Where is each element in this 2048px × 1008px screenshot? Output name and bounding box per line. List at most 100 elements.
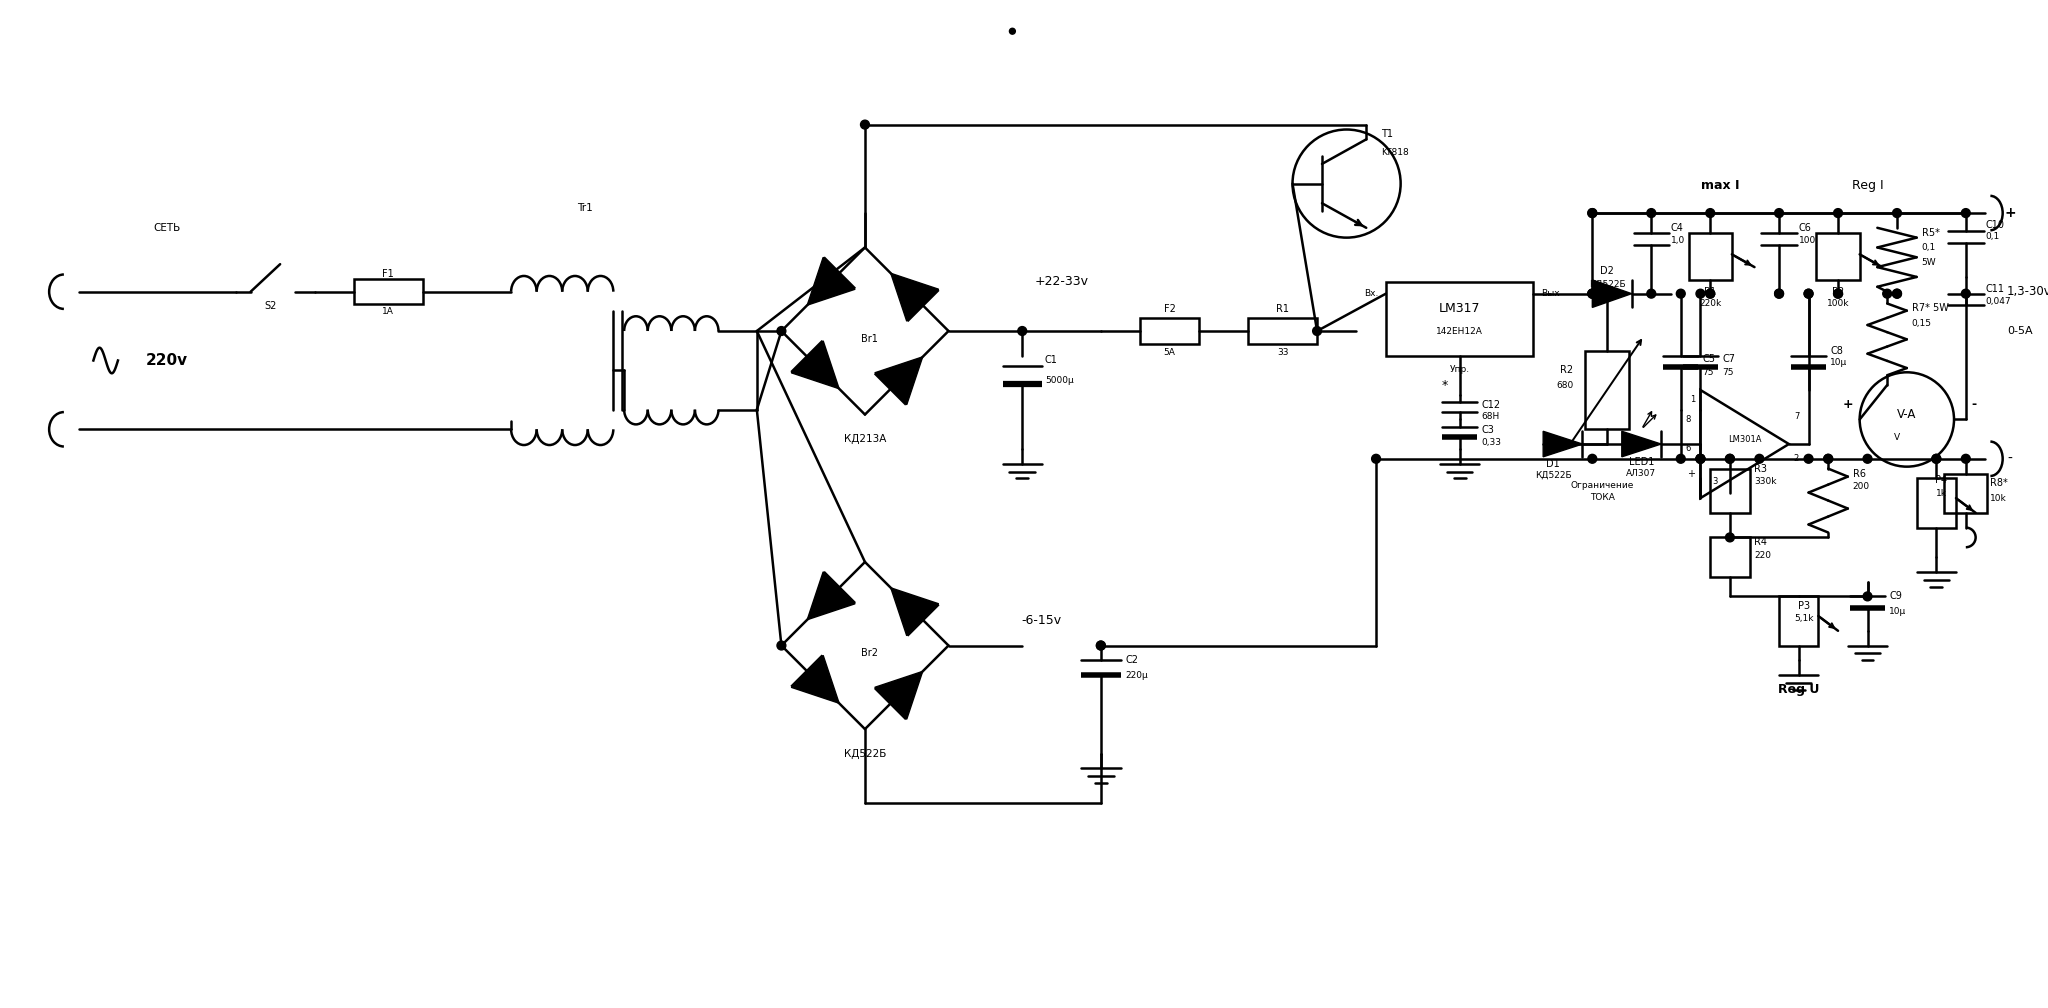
Bar — [1780, 597, 1819, 645]
Circle shape — [1706, 209, 1714, 218]
Text: 10μ: 10μ — [1831, 358, 1847, 367]
Bar — [1249, 319, 1317, 344]
Text: 100k: 100k — [1827, 299, 1849, 308]
Text: D2: D2 — [1599, 266, 1614, 276]
Polygon shape — [891, 273, 938, 322]
Circle shape — [1804, 289, 1812, 298]
Circle shape — [776, 641, 786, 650]
Text: 3: 3 — [1712, 477, 1718, 486]
Circle shape — [1833, 289, 1843, 298]
Circle shape — [1825, 455, 1833, 464]
Circle shape — [1864, 455, 1872, 464]
Text: 10μ: 10μ — [1888, 607, 1907, 616]
Text: 1k: 1k — [1935, 489, 1948, 498]
Circle shape — [1313, 327, 1321, 336]
Circle shape — [1892, 209, 1901, 218]
Text: Tr1: Tr1 — [578, 204, 592, 213]
Text: 220: 220 — [1755, 550, 1772, 559]
Circle shape — [1647, 209, 1655, 218]
Text: R4: R4 — [1755, 537, 1767, 547]
Text: R5*: R5* — [1921, 228, 1939, 238]
Text: 0,15: 0,15 — [1911, 319, 1931, 328]
Text: ТОКА: ТОКА — [1589, 493, 1614, 502]
Circle shape — [1864, 592, 1872, 601]
Text: C9: C9 — [1888, 592, 1903, 602]
Bar — [1585, 351, 1628, 429]
Circle shape — [1696, 455, 1704, 464]
Circle shape — [1706, 289, 1714, 298]
Text: 0,33: 0,33 — [1481, 437, 1501, 447]
Circle shape — [1587, 209, 1597, 218]
Text: 142ЕН12А: 142ЕН12А — [1436, 327, 1483, 336]
Circle shape — [1931, 455, 1942, 464]
Text: R8*: R8* — [1991, 479, 2009, 488]
Circle shape — [1696, 289, 1704, 298]
Text: 7: 7 — [1794, 412, 1800, 421]
Polygon shape — [807, 257, 856, 305]
Text: 5A: 5A — [1163, 348, 1176, 357]
Text: D1: D1 — [1546, 459, 1561, 469]
Circle shape — [1882, 289, 1892, 298]
Text: +: + — [1688, 469, 1696, 479]
Circle shape — [1962, 455, 1970, 464]
Circle shape — [1018, 327, 1026, 336]
Text: T1: T1 — [1380, 129, 1393, 139]
Circle shape — [1696, 455, 1704, 464]
Text: 220k: 220k — [1700, 299, 1722, 308]
Text: C3: C3 — [1481, 425, 1495, 435]
Text: P2: P2 — [1831, 286, 1843, 296]
Text: P3: P3 — [1798, 601, 1810, 611]
Text: КД522Б: КД522Б — [1534, 471, 1571, 480]
Text: 200: 200 — [1853, 482, 1870, 491]
Polygon shape — [791, 655, 840, 704]
Circle shape — [1587, 289, 1597, 298]
Circle shape — [1587, 289, 1597, 298]
Circle shape — [1647, 289, 1655, 298]
Circle shape — [1962, 209, 1970, 218]
Text: *: * — [1442, 379, 1448, 391]
Text: +22-33v: +22-33v — [1034, 275, 1090, 288]
Text: KT818: KT818 — [1380, 147, 1409, 156]
Bar — [1917, 479, 1956, 527]
Circle shape — [1096, 641, 1106, 650]
Bar — [1944, 474, 1987, 513]
Circle shape — [1372, 455, 1380, 464]
Text: Вых: Вых — [1542, 289, 1561, 298]
Text: S2: S2 — [264, 301, 276, 311]
Text: 1: 1 — [1690, 395, 1696, 404]
Text: 5000μ: 5000μ — [1044, 376, 1073, 385]
Text: R6: R6 — [1853, 469, 1866, 479]
Text: 0,1: 0,1 — [1985, 232, 1999, 241]
Circle shape — [1696, 455, 1704, 464]
Circle shape — [1726, 455, 1735, 464]
Text: R1: R1 — [1276, 304, 1288, 314]
Text: 220v: 220v — [145, 353, 188, 368]
Text: F1: F1 — [383, 269, 393, 279]
Text: КД522Б: КД522Б — [844, 749, 887, 759]
Bar — [1690, 233, 1733, 280]
Polygon shape — [1622, 431, 1661, 457]
Text: 75: 75 — [1722, 368, 1733, 377]
Circle shape — [1010, 28, 1016, 34]
Text: max I: max I — [1700, 179, 1739, 193]
Circle shape — [1962, 289, 1970, 298]
Text: 10k: 10k — [1991, 494, 2007, 503]
Text: P1: P1 — [1704, 286, 1716, 296]
Text: СЕТЬ: СЕТЬ — [154, 223, 180, 233]
Bar — [1386, 282, 1534, 356]
Text: C6: C6 — [1798, 223, 1812, 233]
Circle shape — [1587, 209, 1597, 218]
Circle shape — [1096, 641, 1106, 650]
Circle shape — [1804, 289, 1812, 298]
Text: 75: 75 — [1702, 368, 1714, 377]
Circle shape — [1892, 289, 1901, 298]
Bar — [1817, 233, 1860, 280]
Text: -: - — [2007, 452, 2013, 466]
Text: C4: C4 — [1671, 223, 1683, 233]
Text: C5: C5 — [1702, 354, 1716, 364]
Text: R3: R3 — [1755, 464, 1767, 474]
Text: F2: F2 — [1163, 304, 1176, 314]
Polygon shape — [1542, 431, 1583, 457]
Text: 5W: 5W — [1921, 258, 1935, 267]
Text: LM317: LM317 — [1440, 302, 1481, 316]
